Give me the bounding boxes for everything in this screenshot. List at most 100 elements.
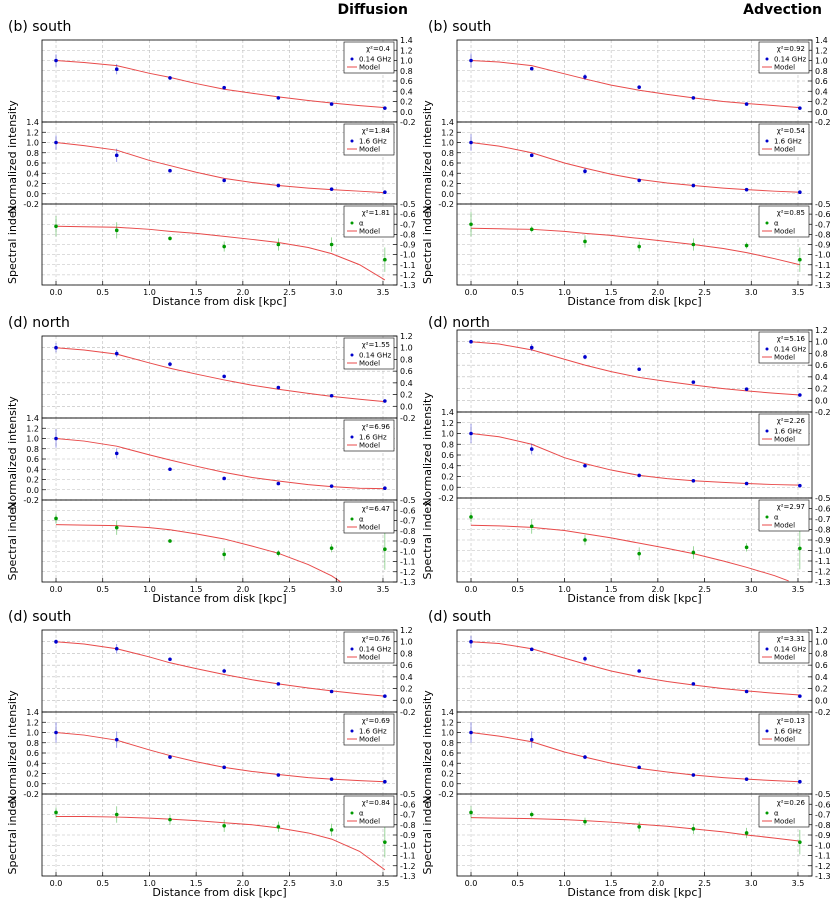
legend-chi2: χ²=0.13 (777, 717, 805, 725)
x-tick-label: 0.0 (50, 879, 63, 888)
data-point (168, 168, 172, 173)
legend-obs-label: 0.14 GHz (774, 646, 806, 654)
data-point (583, 656, 587, 661)
y-tick-label: 0.4 (400, 379, 413, 388)
y-tick-label: 0.4 (400, 87, 413, 96)
y-tick-label: 0.0 (26, 190, 39, 199)
data-point (114, 812, 119, 817)
x-axis-label: Distance from disk [kpc] (567, 886, 701, 899)
y-tick-label: 1.0 (815, 57, 828, 66)
data-point (276, 682, 281, 686)
legend-marker-obs (350, 811, 354, 815)
y-tick-label: -0.7 (400, 517, 416, 526)
y-tick-label: -0.9 (400, 241, 416, 250)
x-tick-label: 1.5 (605, 585, 618, 594)
model-line (55, 60, 385, 109)
data-point (583, 755, 587, 759)
legend-model-label: Model (359, 818, 380, 826)
data-point (114, 228, 119, 233)
y-tick-label: 0.4 (815, 673, 828, 682)
y-tick-label: 0.4 (26, 465, 39, 474)
y-tick-label: 0.2 (441, 180, 454, 189)
y-axis-label: Spectral index (421, 500, 434, 579)
model-line (470, 732, 800, 783)
x-tick-label: 3.5 (792, 288, 805, 297)
x-tick-label: 1.5 (605, 288, 618, 297)
x-axis-label: Distance from disk [kpc] (152, 295, 286, 308)
column-title-diffusion: Diffusion (338, 2, 408, 18)
y-tick-label: 0.0 (441, 780, 454, 789)
y-tick-label: 0.8 (400, 67, 413, 76)
data-point (114, 351, 119, 356)
y-tick-label: 0.6 (815, 77, 828, 86)
x-tick-label: 3.0 (330, 288, 343, 297)
y-tick-label: -0.8 (400, 527, 416, 536)
data-point (691, 827, 696, 831)
legend-marker-obs (350, 729, 354, 733)
y-tick-label: 1.2 (400, 332, 413, 341)
y-tick-label: 0.2 (441, 473, 454, 482)
data-point (222, 552, 226, 557)
data-point (276, 96, 281, 100)
y-tick-label: -1.3 (400, 578, 416, 587)
data-point (583, 355, 587, 359)
y-tick-label: -0.9 (400, 537, 416, 546)
legend-marker-obs (350, 517, 354, 521)
y-tick-label: -1.2 (400, 271, 416, 280)
chart-title: (b) south (428, 19, 491, 35)
data-point (583, 169, 587, 173)
y-tick-label: 0.6 (441, 159, 454, 168)
y-tick-label: -1.3 (400, 872, 416, 881)
data-point (168, 817, 172, 822)
chart-diff-d-north: (d) north-0.20.00.20.40.60.81.01.2χ²=1.5… (6, 315, 416, 605)
y-tick-label: 0.0 (441, 190, 454, 199)
legend-model-label: Model (359, 442, 380, 450)
y-tick-label: -0.6 (400, 800, 416, 809)
y-tick-label: 0.0 (441, 483, 454, 492)
data-point (637, 669, 641, 673)
x-tick-label: 2.0 (651, 879, 664, 888)
x-tick-label: 3.0 (745, 288, 758, 297)
data-point (637, 473, 641, 478)
legend-chi2: χ²=3.31 (777, 635, 805, 643)
x-tick-label: 1.0 (558, 585, 571, 594)
y-tick-label: -1.3 (815, 872, 830, 881)
y-tick-label: 0.8 (441, 739, 454, 748)
x-tick-label: 2.0 (651, 288, 664, 297)
data-point (469, 431, 473, 436)
legend-chi2: χ²=0.54 (777, 127, 806, 135)
data-point (222, 823, 226, 828)
legend-obs-label: 0.14 GHz (359, 56, 391, 64)
y-tick-label: 0.0 (815, 396, 828, 405)
legend-obs-label: α (774, 810, 779, 818)
y-tick-label: 0.8 (815, 67, 828, 76)
legend-model-label: Model (774, 354, 795, 362)
y-tick-label: 0.0 (815, 108, 828, 117)
x-axis-label: Distance from disk [kpc] (567, 295, 701, 308)
legend-obs-label: 0.14 GHz (774, 56, 806, 64)
data-point (469, 515, 473, 519)
y-tick-label: 1.2 (26, 128, 39, 137)
legend-obs-label: 1.6 GHz (359, 728, 387, 736)
data-point (54, 639, 58, 644)
y-tick-label: 1.4 (441, 708, 454, 717)
legend-box (758, 713, 810, 746)
y-tick-label: 0.2 (815, 685, 828, 694)
data-point (637, 825, 641, 829)
y-tick-label: 0.8 (441, 440, 454, 449)
data-point (637, 551, 641, 556)
y-tick-label: -1.0 (815, 251, 830, 260)
y-tick-label: 1.0 (400, 57, 413, 66)
y-tick-label: -0.5 (815, 494, 830, 503)
y-tick-label: 0.8 (815, 649, 828, 658)
y-tick-label: -0.9 (815, 241, 830, 250)
data-point (54, 140, 58, 145)
data-point (583, 239, 587, 244)
y-tick-label: 1.4 (815, 36, 828, 45)
x-axis-label: Distance from disk [kpc] (152, 886, 286, 899)
model-line (471, 817, 800, 842)
data-point (383, 190, 387, 195)
legend-marker-obs (765, 429, 769, 433)
data-point (637, 244, 641, 249)
